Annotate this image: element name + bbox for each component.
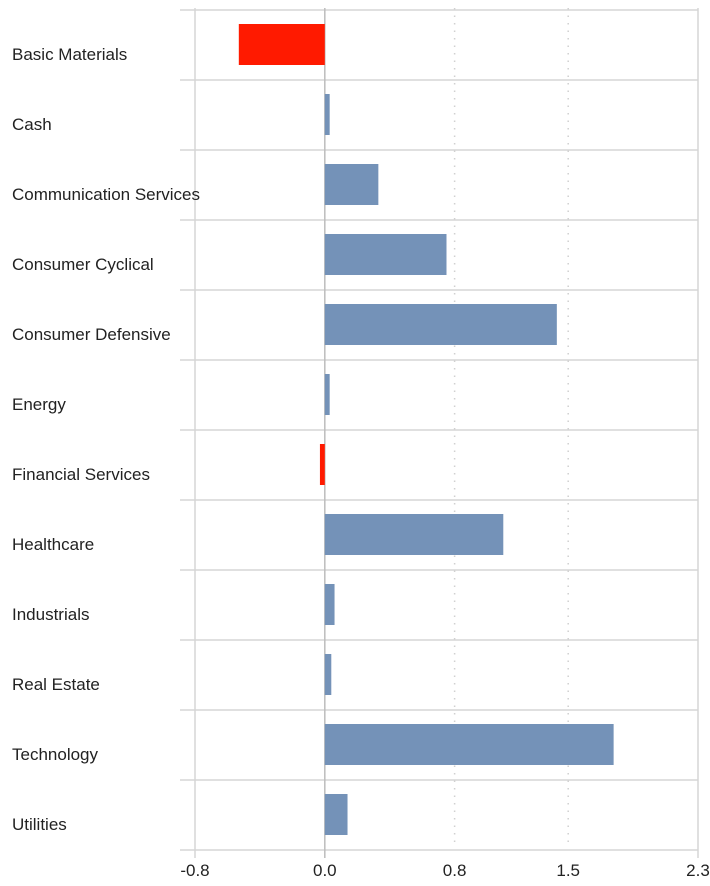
category-label: Consumer Cyclical xyxy=(12,255,154,274)
category-label: Financial Services xyxy=(12,465,150,484)
bar xyxy=(324,164,379,205)
category-label: Basic Materials xyxy=(12,45,127,64)
x-tick-label: 2.3 xyxy=(686,861,710,880)
category-label: Consumer Defensive xyxy=(12,325,171,344)
grid-layer xyxy=(180,8,699,858)
category-label: Communication Services xyxy=(12,185,200,204)
category-label: Real Estate xyxy=(12,675,100,694)
bar xyxy=(324,794,348,835)
bar xyxy=(324,94,330,135)
bar xyxy=(324,584,335,625)
bar-layer xyxy=(238,24,614,835)
bar xyxy=(324,304,557,345)
bar xyxy=(319,444,325,485)
category-label: Technology xyxy=(12,745,99,764)
bar xyxy=(324,724,614,765)
category-label: Utilities xyxy=(12,815,67,834)
category-label: Healthcare xyxy=(12,535,94,554)
bar xyxy=(324,514,504,555)
x-tick-label: 0.8 xyxy=(443,861,467,880)
bar xyxy=(324,234,447,275)
x-tick-label: 1.5 xyxy=(556,861,580,880)
category-label: Industrials xyxy=(12,605,89,624)
x-tick-label: -0.8 xyxy=(180,861,209,880)
bar xyxy=(324,374,330,415)
bar xyxy=(238,24,325,65)
category-label: Cash xyxy=(12,115,52,134)
x-tick-label: 0.0 xyxy=(313,861,337,880)
category-labels: Basic Materials Cash Communication Service… xyxy=(12,45,200,834)
category-label: Energy xyxy=(12,395,66,414)
x-axis-ticks: -0.8 0.0 0.8 1.5 2.3 xyxy=(180,861,709,880)
bar xyxy=(324,654,332,695)
